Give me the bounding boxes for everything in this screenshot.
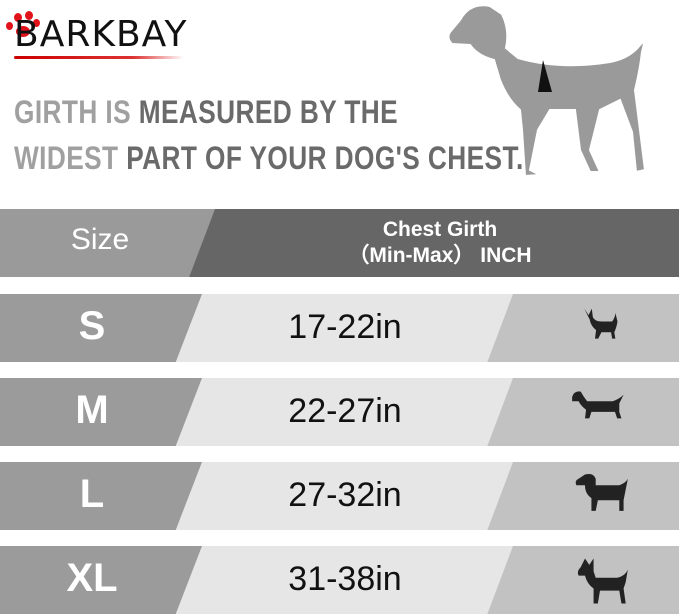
great-dane-icon bbox=[577, 558, 628, 604]
dog-measurement-illustration bbox=[447, 4, 647, 178]
logo-underline bbox=[14, 56, 184, 59]
table-header: Size Chest Girth （Min-Max） INCH bbox=[0, 209, 679, 277]
header-size: Size bbox=[70, 223, 130, 256]
size-label: L bbox=[79, 472, 105, 516]
dachshund-icon bbox=[572, 391, 624, 419]
labrador-icon bbox=[575, 473, 628, 511]
table-row: M 22-27in bbox=[0, 378, 679, 446]
size-label: M bbox=[75, 388, 109, 432]
brand-logo: BARKBAY bbox=[0, 0, 186, 60]
girth-value: 27-32in bbox=[288, 476, 402, 514]
table-row: S 17-22in bbox=[0, 294, 679, 362]
header-chest-girth: Chest Girth （Min-Max） INCH bbox=[348, 218, 532, 267]
table-row: XL 31-38in bbox=[0, 546, 679, 614]
headline-line-1: GIRTH IS MEASURED BY THE bbox=[14, 94, 399, 130]
size-label: XL bbox=[66, 556, 118, 600]
headline-line-2: WIDEST PART OF YOUR DOG'S CHEST. bbox=[14, 140, 524, 176]
table-row: L 27-32in bbox=[0, 462, 679, 530]
girth-value: 31-38in bbox=[288, 560, 402, 598]
size-label: S bbox=[78, 304, 106, 348]
chihuahua-icon bbox=[584, 308, 618, 339]
girth-value: 22-27in bbox=[288, 392, 402, 430]
girth-value: 17-22in bbox=[288, 308, 402, 346]
logo-text: BARKBAY bbox=[14, 14, 188, 55]
